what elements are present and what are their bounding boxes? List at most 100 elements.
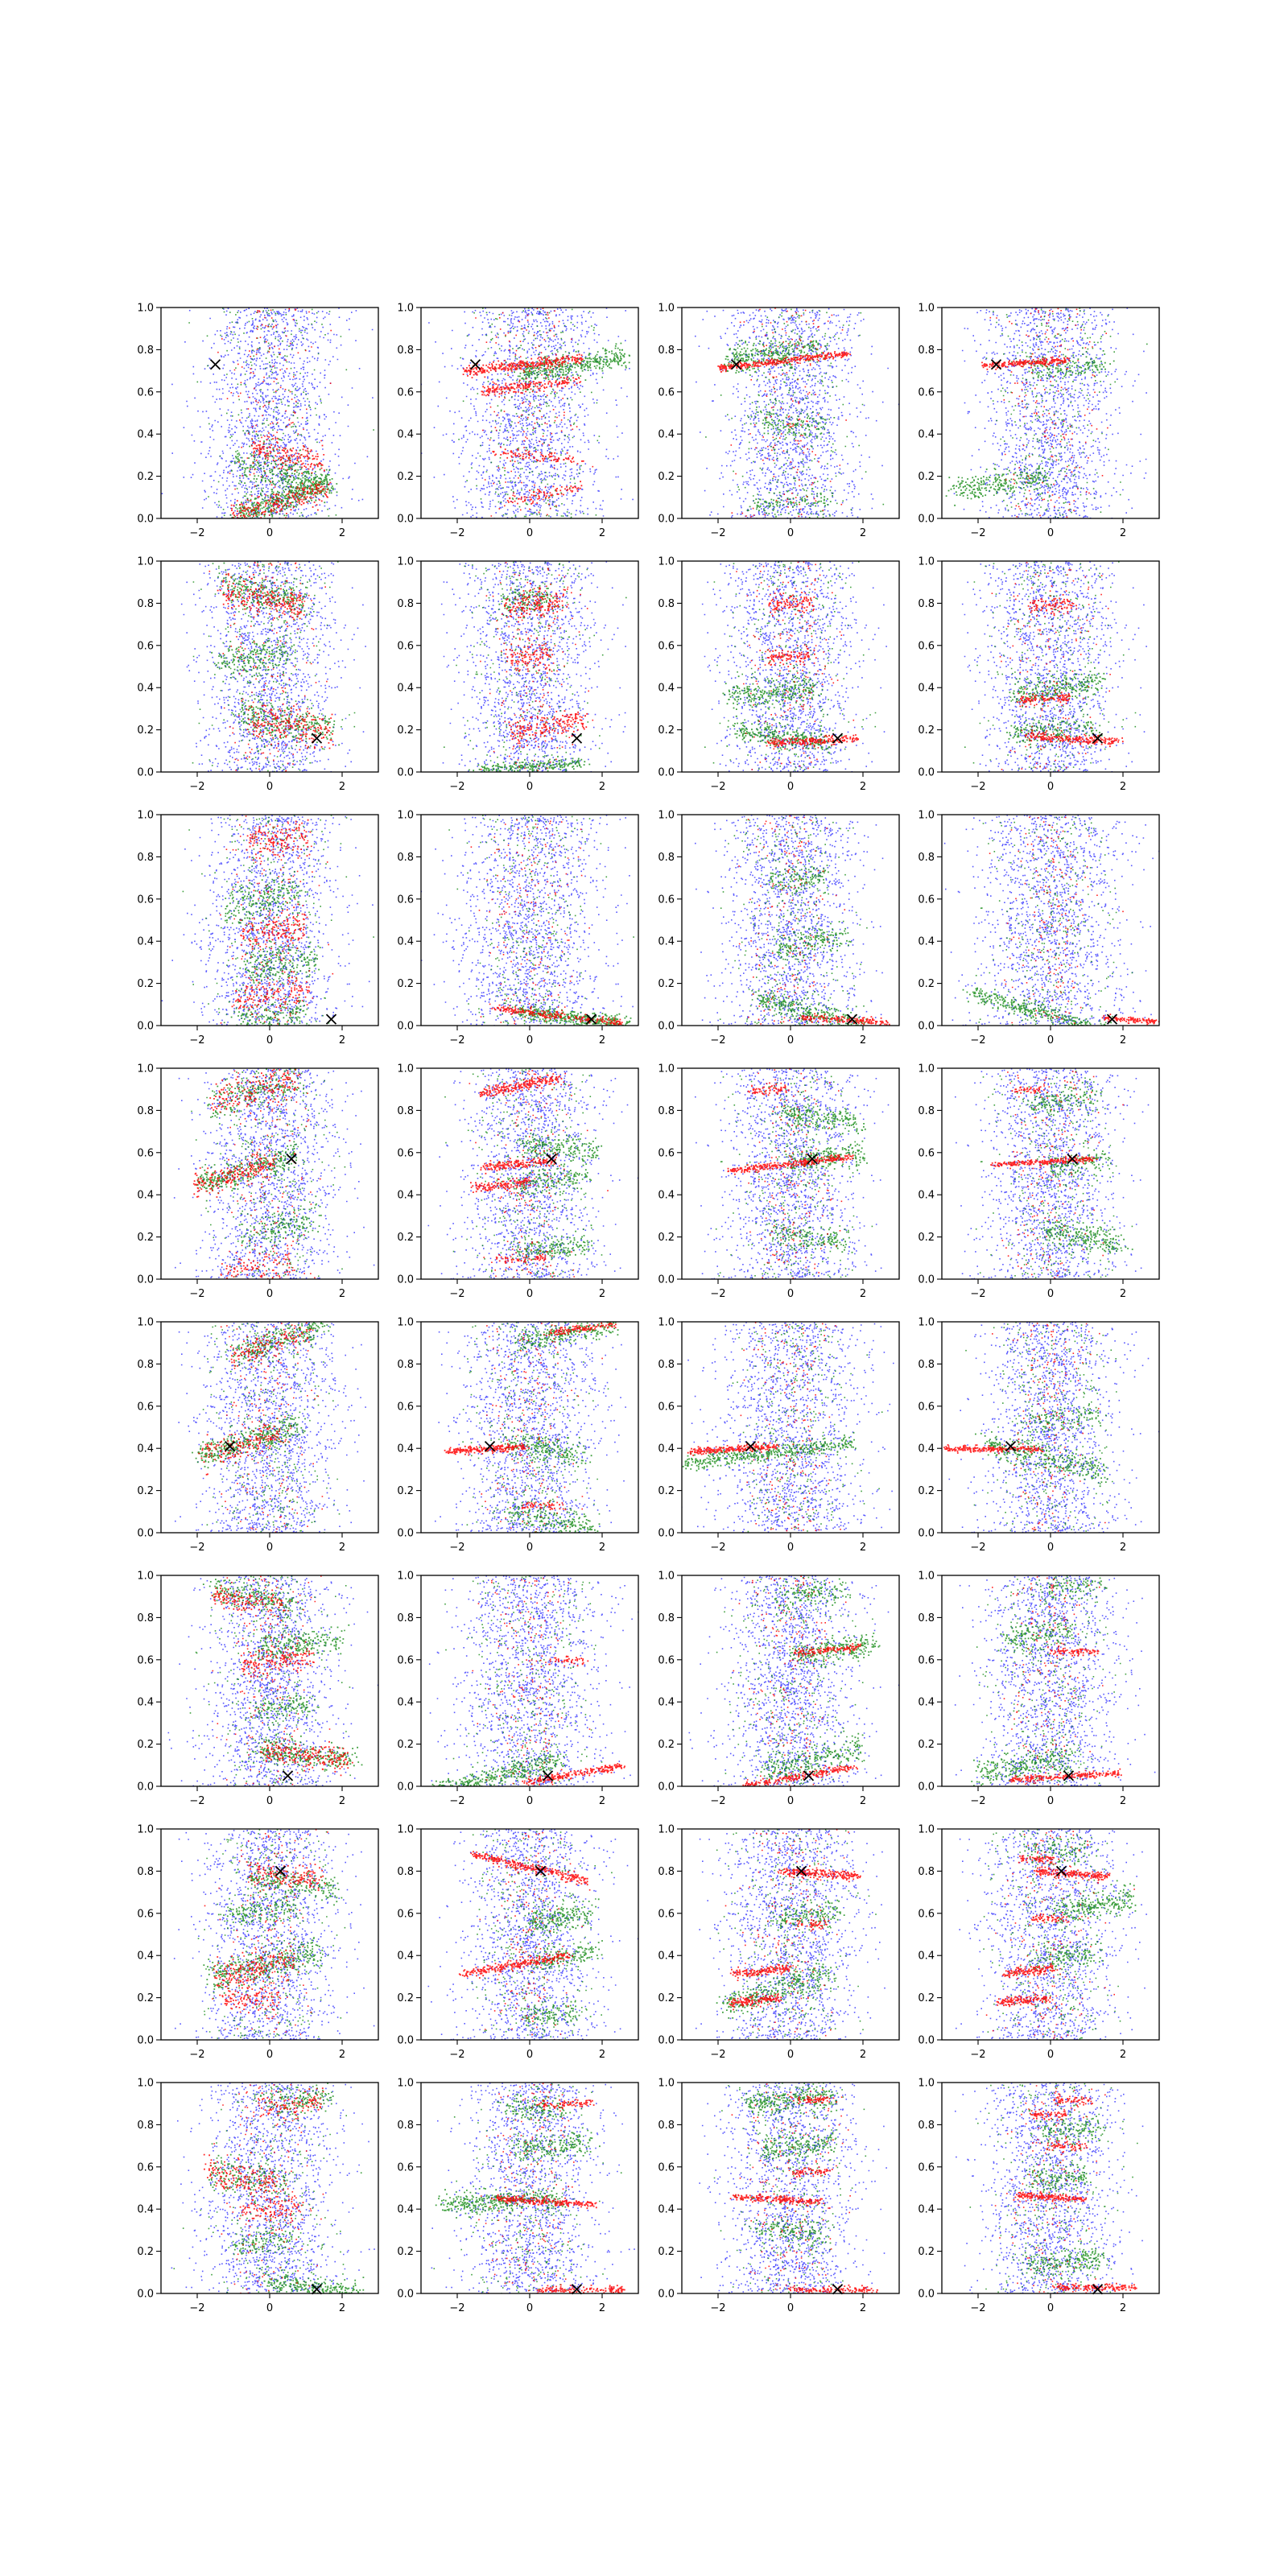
y-tick-label: 1.0 [137, 556, 154, 568]
y-tick-label: 0.2 [397, 1739, 414, 1751]
y-tick-label: 0.8 [918, 1105, 935, 1117]
x-marker [211, 360, 221, 369]
y-tick-label: 0.4 [397, 1951, 414, 1963]
x-tick-label: 0 [787, 1795, 794, 1807]
y-tick-label: 0.6 [918, 894, 935, 906]
y-tick-label: 0.8 [918, 1866, 935, 1878]
scatter-points [634, 561, 903, 774]
x-tick-label: 2 [339, 1288, 345, 1300]
scatter-points [911, 1829, 1191, 2041]
x-tick-label: 2 [1120, 2049, 1126, 2061]
y-tick-label: 1.0 [918, 1824, 935, 1836]
y-tick-label: 1.0 [658, 1317, 675, 1329]
y-tick-label: 0.2 [137, 1992, 154, 2004]
y-tick-label: 0.6 [918, 1654, 935, 1666]
x-tick-label: 2 [1120, 1542, 1126, 1554]
y-tick-label: 1.0 [918, 556, 935, 568]
blue-points [407, 815, 645, 1027]
x-tick-label: 0 [1047, 2049, 1054, 2061]
y-tick-label: 1.0 [397, 810, 414, 822]
y-tick-label: 0.4 [397, 1697, 414, 1709]
y-tick-label: 0.8 [137, 1105, 154, 1117]
y-tick-label: 0.2 [658, 1485, 675, 1497]
scatter-points [174, 1053, 411, 1298]
axes-frame [421, 308, 638, 518]
y-tick-label: 0.4 [397, 2204, 414, 2216]
red-points [687, 1322, 841, 1531]
red-points [444, 1323, 617, 1534]
y-tick-label: 0.8 [658, 598, 675, 610]
y-tick-label: 0.0 [658, 767, 675, 779]
y-tick-label: 0.2 [137, 724, 154, 737]
y-tick-label: 0.0 [658, 1781, 675, 1794]
blue-points [159, 815, 374, 1027]
scatter-points [695, 815, 890, 1045]
y-tick-label: 0.4 [658, 1190, 675, 1202]
y-tick-label: 0.6 [397, 1401, 414, 1413]
y-tick-label: 0.8 [918, 2120, 935, 2132]
y-tick-label: 1.0 [137, 303, 154, 315]
x-tick-label: 2 [599, 1795, 605, 1807]
blue-points [695, 1068, 889, 1280]
y-tick-label: 0.6 [137, 894, 154, 906]
scatter-points [159, 815, 374, 1037]
x-marker [283, 1771, 293, 1781]
blue-points [428, 1829, 654, 2041]
x-tick-label: 0 [526, 1542, 533, 1554]
x-tick-label: −2 [970, 1542, 985, 1554]
y-tick-label: 0.2 [918, 2246, 935, 2258]
red-points [730, 2083, 878, 2296]
x-tick-label: 2 [860, 1288, 866, 1300]
subplot-r4-c4: 0.00.20.40.60.81.0−2 0 2 [918, 1063, 1159, 1301]
y-tick-label: 0.6 [658, 1908, 675, 1920]
y-tick-label: 0.0 [137, 1528, 154, 1540]
y-tick-label: 0.0 [397, 2289, 414, 2301]
x-tick-label: 2 [599, 1034, 605, 1046]
y-tick-label: 0.6 [658, 1147, 675, 1159]
y-tick-label: 0.2 [397, 471, 414, 483]
y-tick-label: 1.0 [658, 1824, 675, 1836]
y-tick-label: 1.0 [658, 1063, 675, 1075]
green-points [198, 1829, 346, 2039]
green-points [423, 1575, 603, 1801]
y-tick-label: 0.8 [397, 1105, 414, 1117]
y-tick-label: 1.0 [137, 1571, 154, 1583]
y-tick-label: 0.2 [658, 1739, 675, 1751]
y-tick-label: 1.0 [397, 1571, 414, 1583]
y-tick-label: 0.0 [918, 1274, 935, 1286]
subplot-r6-c1: 0.00.20.40.60.81.0−2 0 2 [137, 1571, 394, 1808]
y-tick-label: 0.8 [658, 852, 675, 864]
y-tick-label: 0.8 [137, 598, 154, 610]
green-points [963, 816, 1140, 1046]
y-tick-label: 0.0 [918, 2289, 935, 2301]
blue-points [175, 1322, 411, 1534]
y-tick-label: 0.6 [137, 640, 154, 652]
x-tick-label: 2 [860, 1034, 866, 1046]
y-tick-label: 0.2 [918, 1485, 935, 1497]
y-tick-label: 0.4 [918, 2204, 935, 2216]
scatter-points [423, 1575, 651, 1802]
y-tick-label: 0.8 [397, 852, 414, 864]
blue-points [431, 2083, 635, 2295]
y-tick-label: 0.8 [397, 1359, 414, 1371]
y-tick-label: 0.0 [658, 2035, 675, 2047]
y-tick-label: 0.6 [397, 640, 414, 652]
y-tick-label: 0.0 [918, 1528, 935, 1540]
x-tick-label: −2 [189, 2049, 204, 2061]
y-tick-label: 0.2 [658, 724, 675, 737]
subplot-r3-c4: 0.00.20.40.60.81.0−2 0 2 [918, 810, 1159, 1047]
subplot-r3-c3: 0.00.20.40.60.81.0−2 0 2 [658, 810, 899, 1047]
y-tick-label: 0.6 [137, 1401, 154, 1413]
y-tick-label: 0.0 [397, 514, 414, 526]
y-tick-label: 0.4 [918, 683, 935, 695]
y-tick-label: 0.6 [658, 2161, 675, 2174]
subplot-r4-c2: 0.00.20.40.60.81.0−2 0 2 [397, 1063, 638, 1301]
y-tick-label: 0.0 [918, 767, 935, 779]
y-tick-label: 0.2 [137, 471, 154, 483]
scatter-points [159, 1829, 411, 2041]
y-tick-label: 0.8 [137, 1359, 154, 1371]
subplot-r6-c4: 0.00.20.40.60.81.0−2 0 2 [918, 1571, 1191, 1808]
x-tick-label: 0 [526, 527, 533, 539]
axes-frame [682, 1322, 899, 1533]
scatter-points [944, 815, 1160, 1046]
